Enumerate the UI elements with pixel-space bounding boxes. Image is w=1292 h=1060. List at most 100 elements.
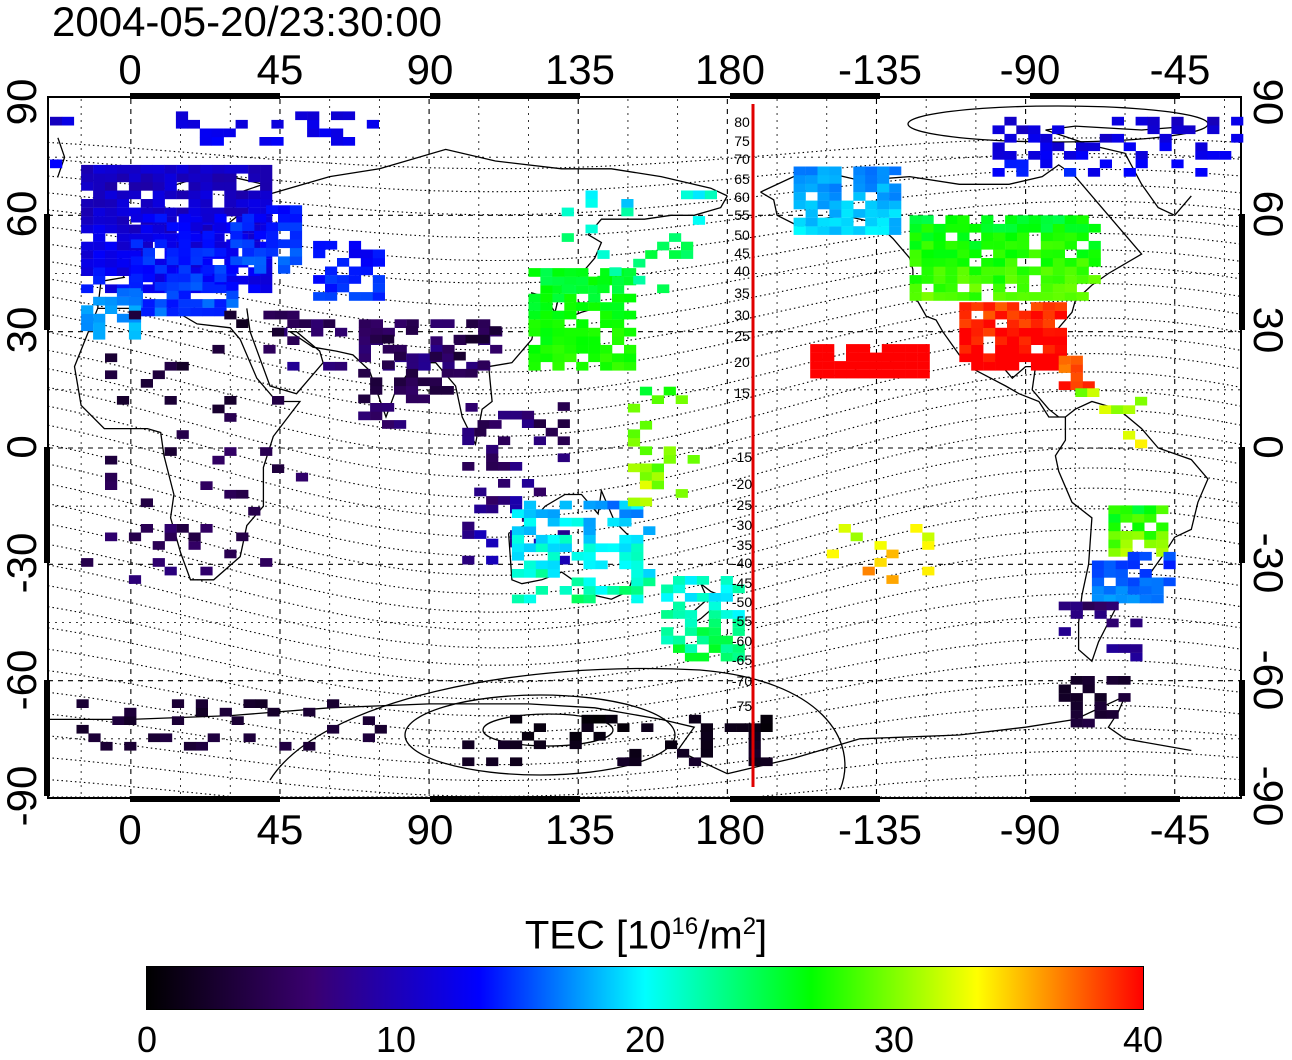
tec-cell [547,543,560,553]
mlat-label: 60 [734,189,750,205]
tec-cell [128,322,142,332]
tec-cell [311,327,324,337]
colorbar-title-exponent2: 2 [742,913,757,940]
lon-tick-bottom: -90 [1000,806,1061,853]
tec-cell [195,699,208,708]
tec-cell [922,541,935,550]
tec-cell [523,560,537,570]
tec-cell [612,319,625,328]
tec-cell [260,199,273,208]
tec-cell [881,369,894,379]
mlat-label: 80 [734,114,750,130]
tec-cell [289,256,303,266]
tec-cell [236,319,249,328]
tec-cell [474,427,487,437]
tec-cell [1115,569,1128,578]
tec-cell [917,369,930,379]
tec-cell [489,420,502,429]
tec-cell [629,757,642,767]
tec-cell [271,119,284,129]
tec-cell [881,361,894,370]
tec-cell [230,222,243,231]
colorbar-title-exponent: 16 [671,913,699,940]
tec-cell [817,226,830,235]
tec-cell [260,447,273,456]
tec-cell [477,420,490,429]
tec-cell [523,517,537,527]
lat-tick-left: 0 [0,435,45,458]
tec-cell [673,610,686,619]
tec-cell [295,472,309,482]
lat-tick-left: -60 [0,650,45,711]
tec-cell [874,558,887,567]
tec-cell [1052,275,1065,284]
tec-cell [1120,505,1133,515]
tec-cell [862,566,875,576]
tec-cell [663,455,676,464]
tec-cell [684,618,698,628]
tec-cell [992,142,1005,152]
tec-cell [128,532,142,542]
tec-cell [166,307,179,317]
tec-cell [619,551,632,561]
tec-cell [202,247,215,257]
tec-cell [639,386,653,396]
tec-cell [130,282,143,291]
tec-cell [188,233,201,242]
tec-cell [865,200,878,210]
tec-cell [331,128,344,138]
tec-cell [202,265,215,274]
tec-cell [1040,215,1053,224]
tec-cell [922,566,935,576]
lon-tick-bottom: 90 [407,806,454,853]
tec-cell [588,327,601,337]
tec-cell [50,159,63,169]
tec-cell [453,368,466,378]
tec-cell [303,707,316,717]
tec-cell [511,551,525,561]
tec-cell [1017,223,1030,233]
tec-cell [793,217,806,227]
south-pole-contour [404,694,676,776]
tec-cell [511,569,525,578]
tec-cell [254,230,267,240]
lon-tick-top: -135 [838,46,922,93]
tec-cell [242,239,255,249]
tec-cell [140,207,153,217]
tec-cell [1070,710,1083,719]
tec-cell [142,213,155,223]
tec-cell [595,543,608,553]
tec-map: 80 75 70 65 60 55 50 45 40 35 30 25 20 15 -15 -20 -25 -30… [0,46,1292,853]
tec-cell [619,517,632,527]
tec-cell [289,213,303,223]
tec-cell [1132,522,1145,532]
tec-cell [370,334,383,344]
tec-cell [477,360,490,370]
tec-cell [552,276,565,286]
tec-cell [140,379,153,388]
tec-cell [272,464,285,473]
tec-cell [1183,125,1196,135]
tec-cell [993,249,1006,259]
tec-cell [933,292,946,301]
tec-cell [93,322,106,332]
tec-cell [583,586,596,595]
tec-cell [1075,388,1088,397]
tec-cell [214,213,227,223]
tec-cell [105,207,118,217]
tec-cell [540,276,553,286]
tec-cell [287,319,300,328]
tec-cell [478,327,491,337]
tec-cell [810,369,823,379]
tec-cell [853,166,866,176]
tec-cell [93,207,106,217]
tec-cell [105,455,118,465]
tec-cell [846,352,859,362]
tec-cell [1017,240,1030,250]
tec-cell [822,361,835,370]
tec-cell [212,404,225,414]
tec-cell [893,369,906,379]
tec-cell [748,740,761,750]
tec-cell [1064,232,1077,242]
tec-cell [93,241,106,251]
